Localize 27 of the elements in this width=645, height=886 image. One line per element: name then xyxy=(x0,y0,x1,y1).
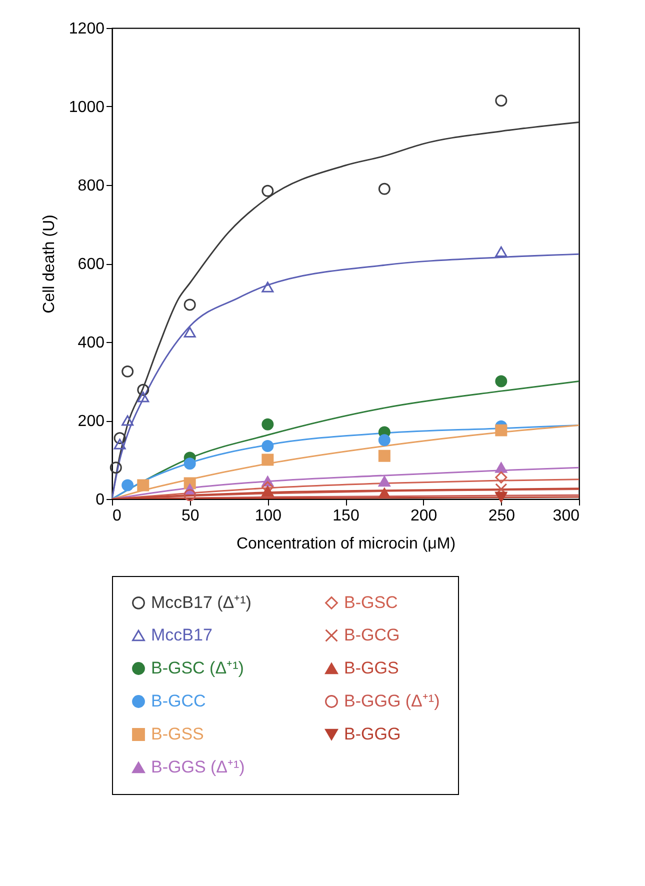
x-tick-label: 200 xyxy=(410,508,438,524)
y-tick-label: 1200 xyxy=(68,20,105,38)
y-axis-title: Cell death (U) xyxy=(40,214,58,314)
legend-label: B-GCG xyxy=(344,626,400,644)
legend-label: B-GGS xyxy=(344,658,399,678)
x-axis-title: Concentration of microcin (μM) xyxy=(236,536,456,552)
y-tick-label: 200 xyxy=(78,413,105,430)
x-tick-label: 0 xyxy=(112,508,122,524)
legend-label: B-GCC xyxy=(151,692,206,710)
x-tick-label: 150 xyxy=(332,508,360,524)
x-tick-label: 100 xyxy=(254,508,282,524)
y-tick-label: 800 xyxy=(78,178,105,194)
legend-label: MccB17 xyxy=(151,626,212,644)
x-tick-label: 250 xyxy=(488,508,516,524)
x-tick-label: 300 xyxy=(552,508,580,524)
y-tick-label: 400 xyxy=(78,334,105,352)
y-tick-label: 600 xyxy=(78,256,105,273)
legend-label: B-GGS (Δ⁺¹) xyxy=(151,758,245,776)
x-tick-label: 50 xyxy=(181,508,200,524)
legend-label: MccB17 (Δ⁺¹) xyxy=(151,592,252,612)
legend-label: B-GSC xyxy=(344,592,398,612)
legend-label: B-GGG xyxy=(344,724,401,744)
legend-label: B-GSC (Δ⁺¹) xyxy=(151,658,244,678)
y-tick-label: 1000 xyxy=(68,99,105,116)
y-tick-label: 0 xyxy=(96,492,105,508)
legend-label: B-GGG (Δ⁺¹) xyxy=(344,692,440,710)
legend-label: B-GSS xyxy=(151,724,204,744)
